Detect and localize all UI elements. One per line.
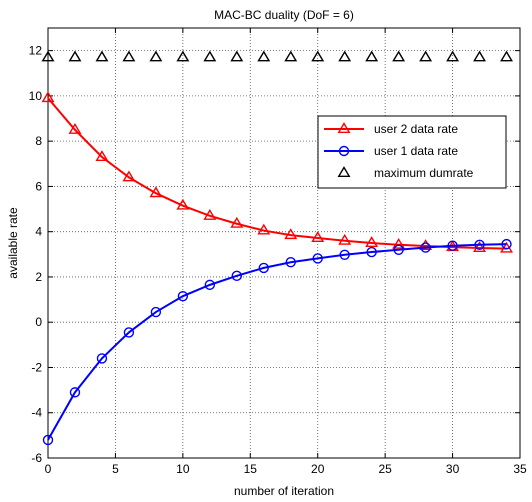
- series: [41, 50, 513, 446]
- data-point: [96, 353, 108, 364]
- data-point: [95, 50, 109, 62]
- data-point: [95, 150, 109, 162]
- data-point: [365, 236, 379, 248]
- y-tick-label: 2: [35, 270, 42, 284]
- data-point: [420, 242, 431, 253]
- y-tick-label: 12: [29, 44, 43, 58]
- data-point: [150, 306, 162, 318]
- data-point: [284, 228, 298, 240]
- data-point: [392, 50, 406, 62]
- series-2: [42, 238, 512, 446]
- legend: user 2 data rate user 1 data rate maximum …: [317, 115, 507, 189]
- data-point: [392, 237, 406, 249]
- data-point: [230, 216, 244, 228]
- x-tick-label: 15: [244, 462, 258, 476]
- legend-marker: [337, 166, 351, 178]
- x-tick-label: 0: [45, 462, 52, 476]
- data-point: [311, 231, 325, 243]
- y-tick-label: -6: [31, 451, 42, 465]
- data-point: [204, 279, 216, 291]
- x-tick-label: 10: [176, 462, 190, 476]
- data-point: [447, 240, 458, 251]
- data-point: [419, 239, 433, 250]
- legend-entry: user 2 data rate: [324, 122, 458, 136]
- data-point: [42, 434, 54, 446]
- data-point: [501, 238, 512, 250]
- data-point: [366, 246, 377, 258]
- axis-ticks: 0 5 10 15 20 25 30 35 -6 -4 -2 0 2 4 6 8 10 12: [29, 28, 527, 476]
- data-point: [122, 50, 136, 62]
- legend-entry: maximum dumrate: [337, 166, 474, 180]
- y-tick-label: 0: [35, 315, 42, 329]
- series-3: [41, 50, 513, 62]
- data-point: [176, 50, 190, 62]
- x-axis-label: number of iteration: [234, 484, 334, 498]
- data-point: [258, 262, 269, 274]
- data-point: [500, 50, 513, 62]
- data-point: [68, 50, 82, 62]
- data-point: [446, 50, 460, 62]
- data-point: [149, 186, 163, 198]
- data-point: [41, 91, 55, 103]
- data-point: [230, 50, 244, 62]
- data-point: [257, 223, 271, 235]
- legend-label: maximum dumrate: [374, 166, 474, 180]
- legend-marker: [338, 145, 350, 157]
- data-point: [284, 50, 298, 62]
- x-tick-label: 5: [112, 462, 119, 476]
- legend-label: user 1 data rate: [374, 144, 458, 158]
- x-tick-label: 35: [513, 462, 527, 476]
- data-point: [312, 253, 323, 264]
- chart-title: MAC-BC duality (DoF = 6): [214, 8, 354, 22]
- y-tick-label: 8: [35, 134, 42, 148]
- y-tick-label: 10: [29, 89, 43, 103]
- y-tick-label: -4: [31, 406, 42, 420]
- data-point: [338, 50, 352, 62]
- data-point: [419, 50, 433, 62]
- data-point: [122, 170, 136, 182]
- data-point: [338, 233, 352, 245]
- y-tick-label: 6: [35, 179, 42, 193]
- y-axis-label: available rate: [6, 207, 20, 279]
- data-point: [177, 290, 189, 302]
- plot-frame: [47, 27, 521, 459]
- y-tick-label: -2: [31, 360, 42, 374]
- data-point: [339, 249, 350, 260]
- data-point: [393, 244, 404, 255]
- data-point: [203, 208, 217, 220]
- data-point: [473, 241, 486, 252]
- data-point: [231, 270, 243, 282]
- y-tick-label: 4: [35, 225, 42, 239]
- x-tick-label: 25: [378, 462, 392, 476]
- data-point: [176, 198, 190, 210]
- data-point: [285, 257, 296, 268]
- legend-label: user 2 data rate: [374, 122, 458, 136]
- data-point: [69, 387, 81, 398]
- legend-marker: [337, 122, 351, 134]
- data-point: [473, 50, 486, 62]
- data-point: [311, 50, 325, 62]
- data-point: [41, 50, 55, 62]
- x-tick-label: 20: [311, 462, 325, 476]
- data-point: [257, 50, 271, 62]
- data-point: [149, 50, 163, 62]
- legend-entry: user 1 data rate: [324, 144, 458, 158]
- data-point: [68, 122, 82, 134]
- data-point: [123, 327, 135, 338]
- data-point: [474, 239, 485, 251]
- data-point: [365, 50, 379, 62]
- x-tick-label: 30: [446, 462, 460, 476]
- data-point: [203, 50, 217, 62]
